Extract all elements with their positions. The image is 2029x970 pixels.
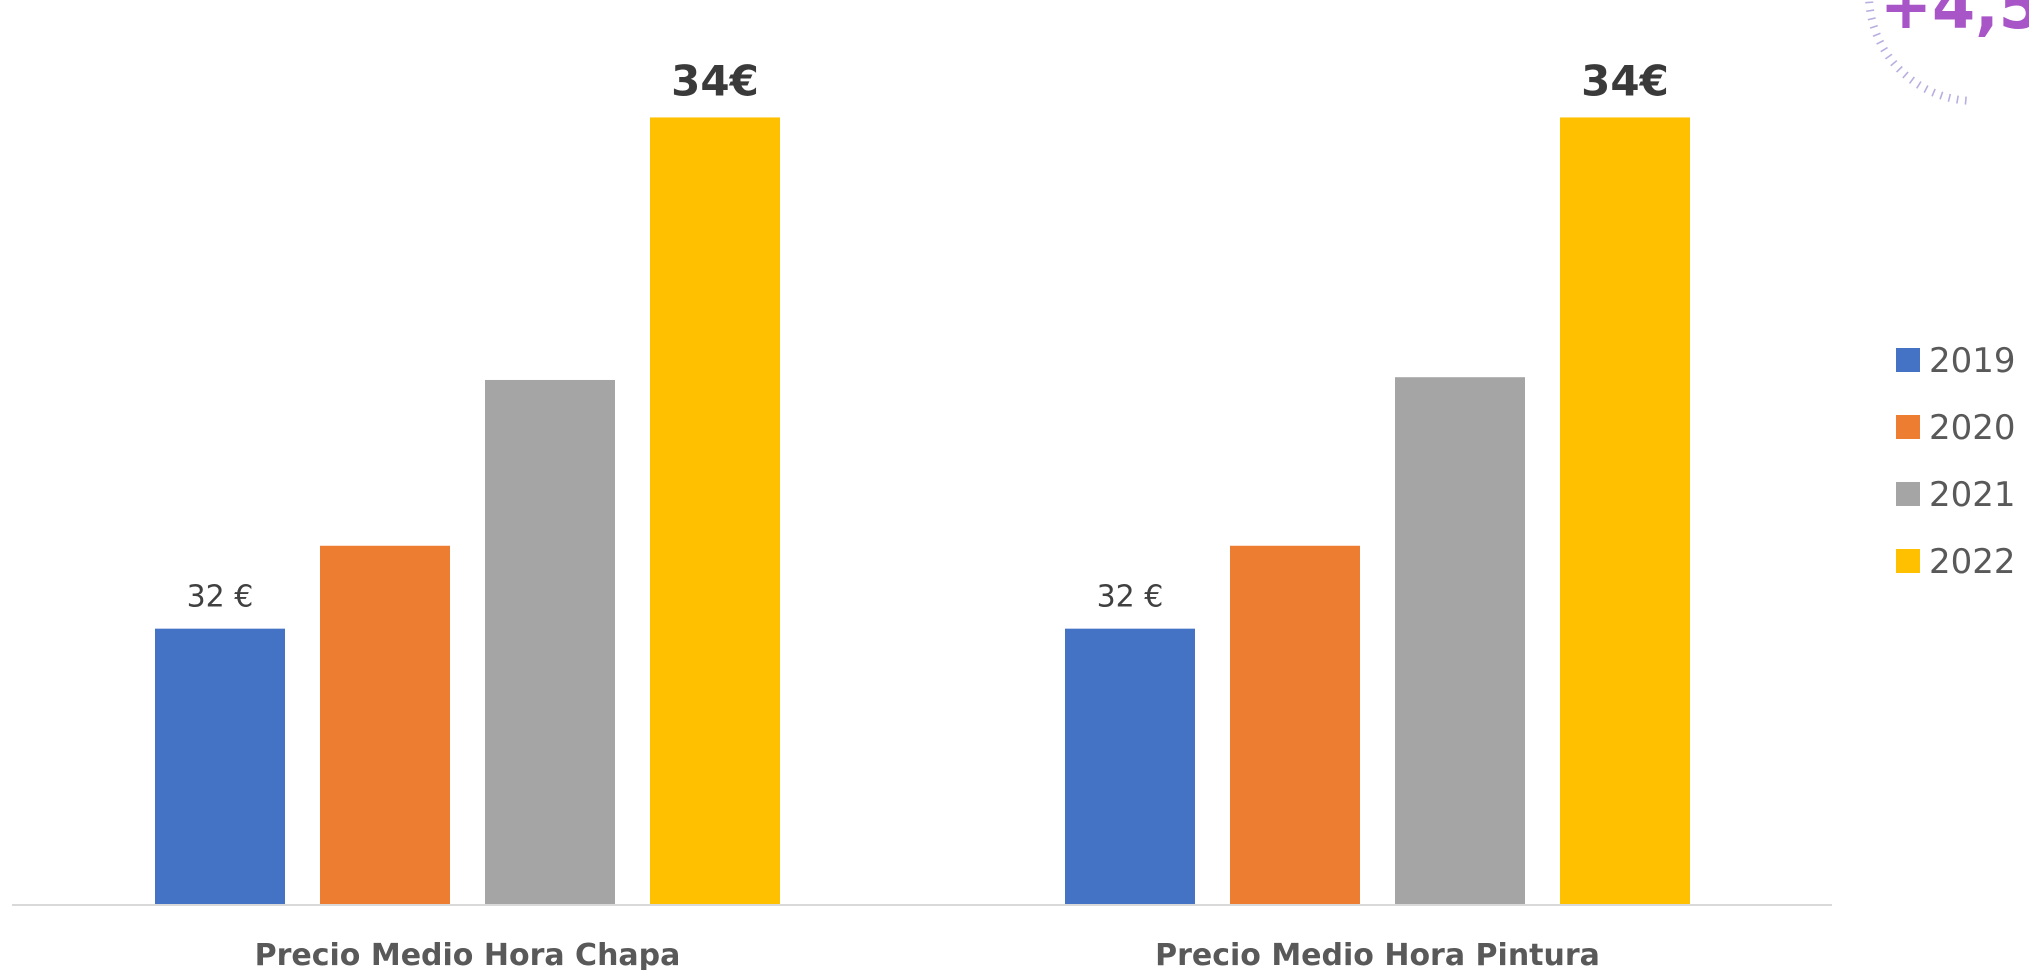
dial-tick [1895, 65, 1903, 73]
bar-2021-2 [1395, 377, 1525, 905]
dial-tick [1902, 71, 1909, 79]
dial-tick [1947, 93, 1952, 102]
dial-tick [1876, 39, 1885, 45]
dial-tick [1956, 95, 1959, 104]
dial-tick [1865, 1, 1874, 4]
badge-text: +4,5 [1880, 0, 2029, 43]
legend-label-2022: 2022 [1929, 542, 2016, 582]
legend-swatch-2022 [1896, 549, 1920, 573]
data-label-2022-1: 34€ [671, 56, 759, 105]
bar-2022-1 [650, 117, 780, 905]
legend-swatch-2021 [1896, 482, 1920, 506]
legend-label-2021: 2021 [1929, 475, 2016, 515]
category-label-2: Precio Medio Hora Pintura [1155, 938, 1600, 970]
badge-dial-ticks [1865, 1, 1967, 105]
bars-group [155, 117, 1690, 905]
dial-tick [1869, 24, 1878, 29]
legend-label-2019: 2019 [1929, 341, 2016, 381]
category-label-1: Precio Medio Hora Chapa [255, 938, 681, 970]
labels-group: 32 € 34€ Precio Medio Hora Chapa 32 € 34€ Pre… [187, 56, 1669, 970]
bar-2020-1 [320, 545, 450, 905]
dial-tick [1872, 32, 1881, 37]
data-label-2019-2: 32 € [1097, 580, 1164, 615]
data-label-2022-2: 34€ [1581, 56, 1669, 105]
dial-tick [1884, 53, 1893, 60]
legend-label-2020: 2020 [1929, 408, 2016, 448]
dial-tick [1916, 81, 1922, 89]
dial-tick [1866, 9, 1875, 13]
bar-2019-1 [155, 628, 285, 905]
legend-swatch-2019 [1896, 348, 1920, 372]
dial-tick [1867, 17, 1876, 21]
bar-2019-2 [1065, 628, 1195, 905]
dial-tick [1880, 46, 1888, 53]
dial-tick [1890, 59, 1898, 67]
bar-2021-1 [485, 379, 615, 905]
legend: 2019 2020 2021 2022 [1896, 341, 2016, 582]
dial-tick [1939, 91, 1944, 100]
dial-tick [1923, 85, 1929, 93]
bar-2022-2 [1560, 117, 1690, 905]
bar-2020-2 [1230, 545, 1360, 905]
dial-tick [1964, 96, 1967, 105]
data-label-2019-1: 32 € [187, 580, 254, 615]
dial-tick [1931, 88, 1936, 97]
percent-badge: +4,5 [1865, 0, 2029, 105]
dial-tick [1908, 76, 1915, 84]
legend-swatch-2020 [1896, 415, 1920, 439]
